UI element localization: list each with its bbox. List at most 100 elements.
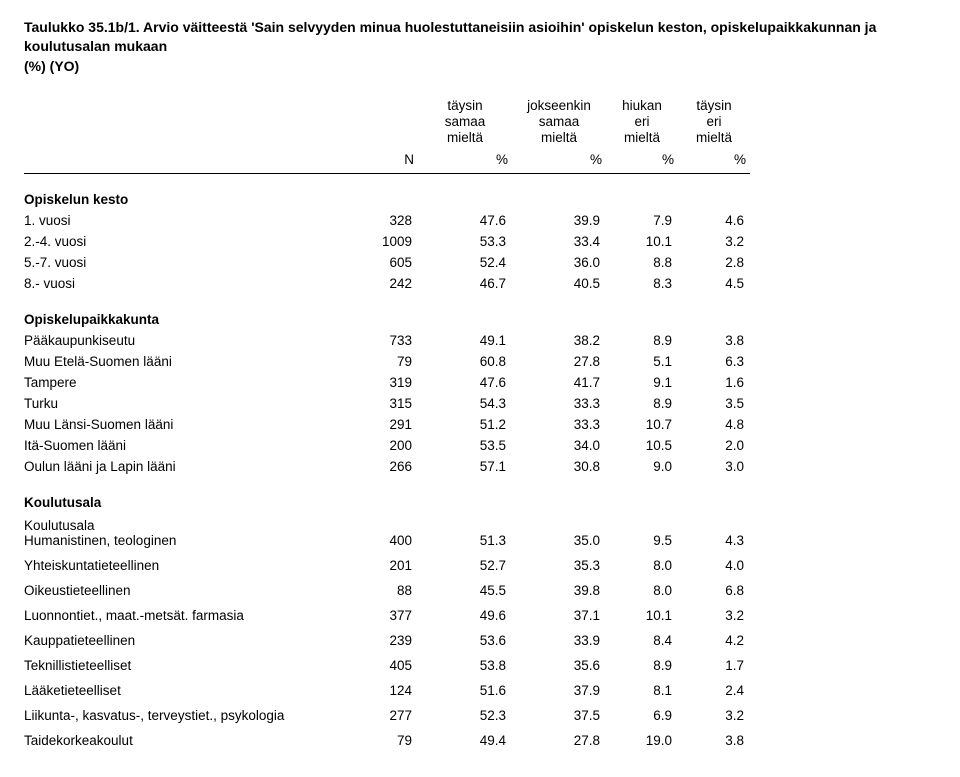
row-v4: 3.2 — [678, 603, 750, 628]
row-n: 328 — [360, 210, 418, 231]
row-n: 605 — [360, 252, 418, 273]
row-v1: 53.3 — [418, 231, 512, 252]
row-v1: 52.4 — [418, 252, 512, 273]
row-v4: 4.8 — [678, 414, 750, 435]
row-v3: 6.9 — [606, 703, 678, 728]
row-v1: 51.3 — [418, 513, 512, 553]
row-v4: 1.6 — [678, 372, 750, 393]
row-v3: 8.0 — [606, 578, 678, 603]
row-v1: 57.1 — [418, 456, 512, 477]
hdr-c3-l1: hiukan — [606, 98, 678, 114]
hdr-p4: % — [678, 152, 750, 173]
row-v3: 8.3 — [606, 273, 678, 294]
row-label: 8.- vuosi — [24, 273, 360, 294]
row-v1: 45.5 — [418, 578, 512, 603]
row-n: 315 — [360, 393, 418, 414]
row-label: 2.-4. vuosi — [24, 231, 360, 252]
row-v4: 4.3 — [678, 513, 750, 553]
row-v3: 5.1 — [606, 351, 678, 372]
row-v2: 33.9 — [512, 628, 606, 653]
row-v2: 37.5 — [512, 703, 606, 728]
row-n: 277 — [360, 703, 418, 728]
row-v4: 3.2 — [678, 703, 750, 728]
row-v3: 8.9 — [606, 393, 678, 414]
row-v4: 4.6 — [678, 210, 750, 231]
row-v4: 1.7 — [678, 653, 750, 678]
row-n: 200 — [360, 435, 418, 456]
row-v3: 10.7 — [606, 414, 678, 435]
row-v4: 3.5 — [678, 393, 750, 414]
hdr-c4-l3: mieltä — [678, 130, 750, 146]
row-v3: 10.1 — [606, 231, 678, 252]
row-v1: 49.1 — [418, 330, 512, 351]
row-v4: 3.2 — [678, 231, 750, 252]
hdr-c4-l2: eri — [678, 114, 750, 130]
row-n: 733 — [360, 330, 418, 351]
hdr-c3-l3: mieltä — [606, 130, 678, 146]
row-n: 79 — [360, 728, 418, 753]
row-label: Luonnontiet., maat.-metsät. farmasia — [24, 603, 360, 628]
row-v2: 33.3 — [512, 414, 606, 435]
row-v1: 47.6 — [418, 372, 512, 393]
row-v1: 47.6 — [418, 210, 512, 231]
row-label: Oikeustieteellinen — [24, 578, 360, 603]
row-v3: 8.9 — [606, 653, 678, 678]
row-label: 1. vuosi — [24, 210, 360, 231]
row-v3: 10.1 — [606, 603, 678, 628]
row-v3: 8.0 — [606, 553, 678, 578]
row-n: 239 — [360, 628, 418, 653]
row-label: Muu Etelä-Suomen lääni — [24, 351, 360, 372]
row-v2: 27.8 — [512, 728, 606, 753]
row-v1: 46.7 — [418, 273, 512, 294]
row-v2: 39.9 — [512, 210, 606, 231]
row-v3: 19.0 — [606, 728, 678, 753]
row-n: 124 — [360, 678, 418, 703]
row-v1: 53.8 — [418, 653, 512, 678]
row-label: 5.-7. vuosi — [24, 252, 360, 273]
row-v2: 41.7 — [512, 372, 606, 393]
row-n: 242 — [360, 273, 418, 294]
hdr-c2-l3: mieltä — [512, 130, 606, 146]
hdr-c2-l1: jokseenkin — [512, 98, 606, 114]
data-table: täysin jokseenkin hiukan täysin samaa sa… — [24, 98, 750, 753]
row-v2: 35.6 — [512, 653, 606, 678]
row-v2: 27.8 — [512, 351, 606, 372]
row-label: Taidekorkeakoulut — [24, 728, 360, 753]
row-label: KoulutusalaHumanistinen, teologinen — [24, 513, 360, 553]
row-v3: 9.0 — [606, 456, 678, 477]
section-header: Opiskelun kesto — [24, 173, 360, 210]
row-v3: 8.8 — [606, 252, 678, 273]
row-v3: 8.4 — [606, 628, 678, 653]
row-v1: 53.6 — [418, 628, 512, 653]
row-label: Tampere — [24, 372, 360, 393]
row-v1: 52.7 — [418, 553, 512, 578]
hdr-p1: % — [418, 152, 512, 173]
row-label: Muu Länsi-Suomen lääni — [24, 414, 360, 435]
row-n: 266 — [360, 456, 418, 477]
row-n: 79 — [360, 351, 418, 372]
row-v4: 3.0 — [678, 456, 750, 477]
row-v1: 54.3 — [418, 393, 512, 414]
row-label: Turku — [24, 393, 360, 414]
row-v4: 4.5 — [678, 273, 750, 294]
row-v1: 51.6 — [418, 678, 512, 703]
row-n: 405 — [360, 653, 418, 678]
row-v4: 2.8 — [678, 252, 750, 273]
row-v2: 37.9 — [512, 678, 606, 703]
row-v2: 35.0 — [512, 513, 606, 553]
row-v4: 3.8 — [678, 330, 750, 351]
row-v3: 8.1 — [606, 678, 678, 703]
section-header: Koulutusala — [24, 477, 360, 513]
row-v4: 6.8 — [678, 578, 750, 603]
hdr-p2: % — [512, 152, 606, 173]
row-v2: 37.1 — [512, 603, 606, 628]
row-label: Pääkaupunkiseutu — [24, 330, 360, 351]
row-v4: 4.2 — [678, 628, 750, 653]
hdr-c1-l3: mieltä — [418, 130, 512, 146]
hdr-c3-l2: eri — [606, 114, 678, 130]
row-v3: 9.5 — [606, 513, 678, 553]
row-v2: 33.4 — [512, 231, 606, 252]
row-v4: 2.4 — [678, 678, 750, 703]
row-v1: 53.5 — [418, 435, 512, 456]
row-n: 201 — [360, 553, 418, 578]
